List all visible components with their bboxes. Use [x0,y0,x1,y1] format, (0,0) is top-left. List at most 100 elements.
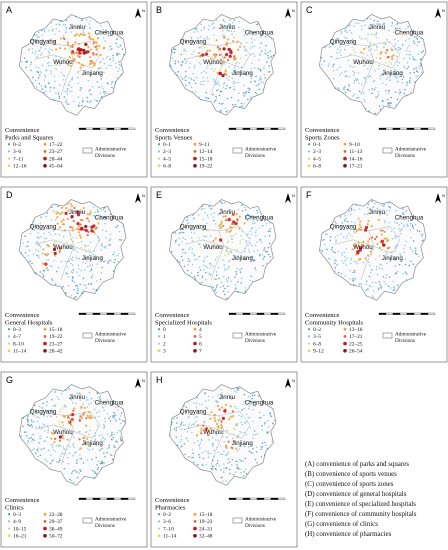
dot [58,249,61,252]
dot [48,231,50,234]
dot [403,92,406,95]
dot [89,209,92,212]
dot [180,423,183,425]
dot [262,32,265,35]
dot [79,24,82,27]
dot [112,270,115,272]
dot [379,57,382,60]
dot [58,420,60,422]
dot [373,290,375,292]
dot [228,461,231,463]
dot [35,85,38,88]
dot [205,278,207,281]
dot [243,222,246,225]
dot [403,65,405,67]
legend-swatch [193,534,197,538]
dot [240,460,243,462]
dot [75,295,77,298]
dot [376,266,378,268]
dot [189,247,192,249]
dot [256,211,259,214]
dot [408,50,411,53]
dot [115,42,117,45]
dot [24,235,26,237]
dot [59,20,62,23]
dot [84,262,87,265]
dot [373,19,375,22]
dot [200,46,202,49]
dot [105,247,107,249]
dot [70,270,73,273]
dot [27,442,29,444]
dot [349,65,351,67]
dot [104,206,106,209]
dot [61,211,64,214]
dot [378,246,382,249]
dot [216,400,218,402]
dot [84,228,88,232]
dot [362,52,365,55]
dot [320,64,323,66]
dot [80,32,83,36]
dot [240,70,242,73]
dot [96,464,98,466]
dot [64,211,68,215]
dot [227,38,230,41]
dot [101,433,103,436]
dot [98,73,100,76]
dot [50,38,52,40]
dot [336,264,338,266]
dot [217,266,220,269]
legend-swatch [157,150,161,153]
dot [213,449,215,452]
dot [82,277,85,280]
dot [45,86,47,89]
dot [77,82,80,85]
dot [222,436,224,438]
dot [119,64,122,67]
dot [52,405,54,407]
dot [92,62,95,65]
dot [374,258,377,261]
district-label-chenghua: Chenghua [245,400,274,407]
dot [43,91,45,94]
dot [269,50,272,53]
scale-bar [228,127,286,130]
dot [59,84,61,86]
dot [373,44,375,47]
dot [382,100,384,103]
dot [255,269,257,271]
legend-swatch [157,342,161,345]
dot [31,438,34,441]
dot [183,265,186,268]
division-line [197,41,251,55]
dot [80,63,83,66]
dot [218,84,220,86]
dot [235,233,237,235]
dot [260,50,263,52]
dot [223,471,225,473]
dot [84,42,88,46]
legend-swatch [43,156,47,161]
dot [335,239,337,241]
dot [83,31,85,34]
dot [102,91,105,93]
dot [218,71,223,76]
dot [71,76,74,79]
dot [356,78,358,80]
dot [416,71,419,74]
dot [247,408,250,410]
dot [209,58,212,61]
dot [174,62,177,65]
caption-line-d: (D) convenience of general hospitals [305,491,407,498]
dot [73,453,76,455]
dot [256,219,259,222]
dot [340,49,342,52]
dot [72,276,74,279]
dot [388,72,391,75]
dot [49,90,52,92]
legend-label: 3–5 [313,334,321,340]
dot [76,222,80,226]
dot [215,53,218,56]
dot [264,247,266,249]
